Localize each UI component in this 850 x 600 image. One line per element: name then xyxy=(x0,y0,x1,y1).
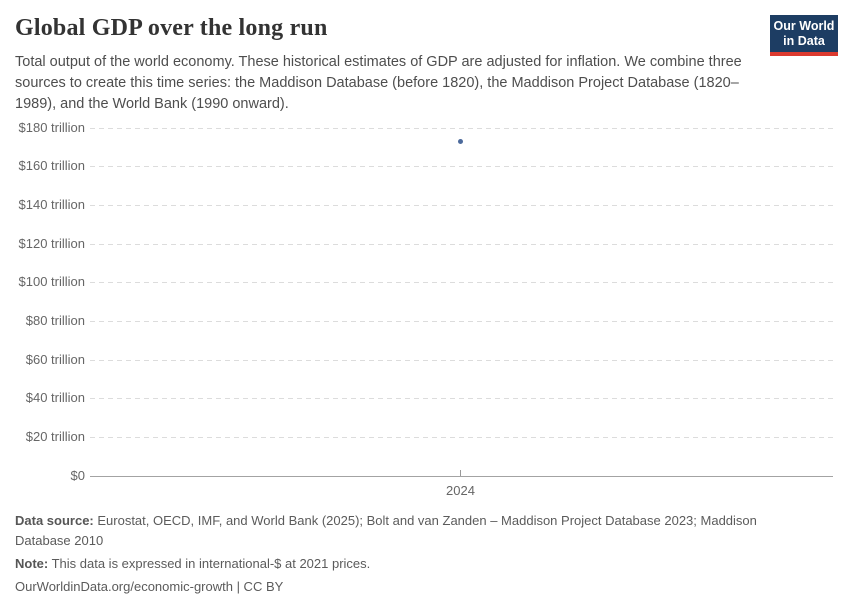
data-point[interactable] xyxy=(458,138,463,144)
page-title: Global GDP over the long run xyxy=(15,15,328,41)
note-line: Note: This data is expressed in internat… xyxy=(15,554,815,574)
plot-area[interactable] xyxy=(90,118,833,476)
note-label: Note: xyxy=(15,556,49,571)
y-axis-tick-label: $140 trillion xyxy=(18,196,86,212)
gridline xyxy=(90,398,833,400)
gridline xyxy=(90,243,833,245)
y-axis-tick-label: $160 trillion xyxy=(18,158,86,174)
y-axis-tick-label: $180 trillion xyxy=(18,119,86,135)
data-source-line: Data source: Eurostat, OECD, IMF, and Wo… xyxy=(15,511,815,551)
owid-logo-line1: Our World xyxy=(773,19,835,33)
data-source-text: Eurostat, OECD, IMF, and World Bank (202… xyxy=(15,513,757,548)
y-axis-tick-label: $60 trillion xyxy=(25,351,85,367)
gridline xyxy=(90,166,833,168)
owid-logo-line2: in Data xyxy=(783,34,825,48)
gridline xyxy=(90,282,833,284)
y-axis-tick-label: $100 trillion xyxy=(18,274,86,290)
x-axis-line xyxy=(90,475,833,477)
y-axis-tick-label: $120 trillion xyxy=(18,235,86,251)
chart-subtitle: Total output of the world economy. These… xyxy=(15,54,742,112)
gridline xyxy=(90,320,833,322)
owid-logo[interactable]: Our World in Data xyxy=(770,15,838,56)
y-axis-tick-label: $0 xyxy=(70,467,85,483)
y-axis-tick-label: $80 trillion xyxy=(25,312,85,328)
chart-footer: Data source: Eurostat, OECD, IMF, and Wo… xyxy=(15,511,815,597)
gridline xyxy=(90,204,833,206)
y-axis-tick-label: $20 trillion xyxy=(25,428,85,444)
gridline xyxy=(90,436,833,438)
x-axis-tick-mark xyxy=(460,469,461,476)
note-text: This data is expressed in international-… xyxy=(48,556,371,571)
gridline xyxy=(90,127,833,129)
y-axis-tick-label: $40 trillion xyxy=(25,390,85,406)
x-axis-tick-label: 2024 xyxy=(446,482,475,498)
data-source-label: Data source: xyxy=(15,513,94,528)
citation-link[interactable]: OurWorldinData.org/economic-growth | CC … xyxy=(15,579,284,594)
gridline xyxy=(90,359,833,361)
